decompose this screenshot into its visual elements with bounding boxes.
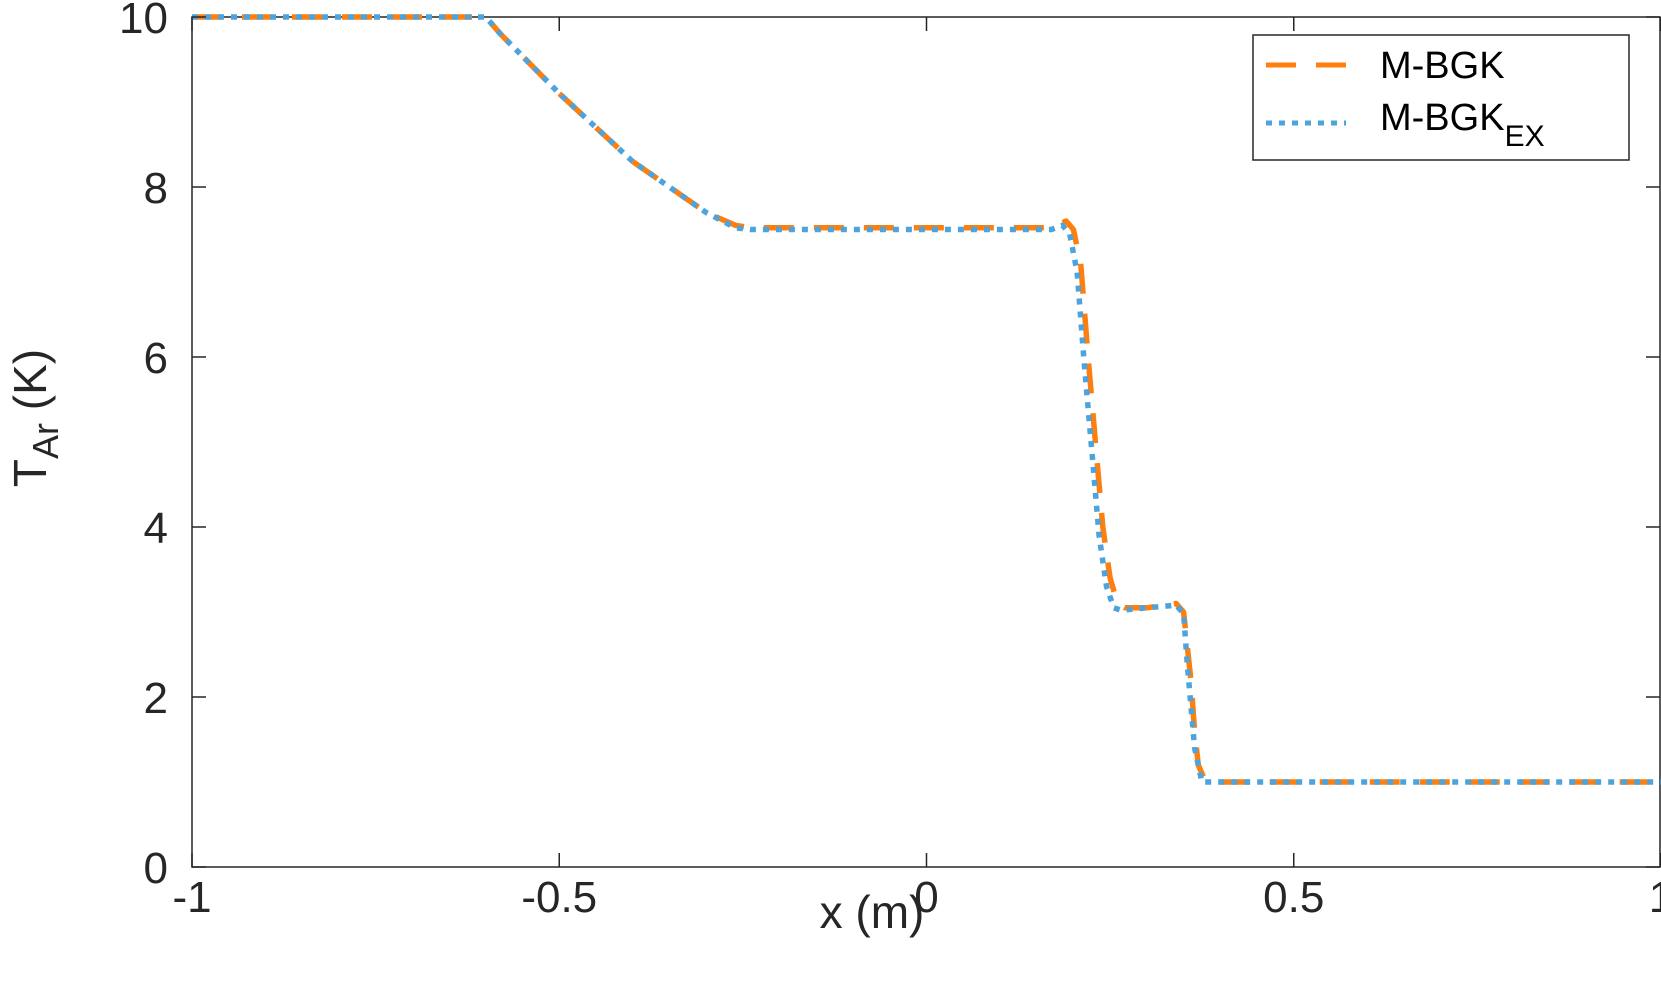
series-layer	[192, 14, 1661, 785]
y-tick-label: 10	[119, 0, 168, 43]
legend-box	[1252, 34, 1630, 161]
x-axis-label: x (m)	[820, 886, 925, 938]
legend-label-m-bgk-ex-text: M-BGK	[1380, 97, 1505, 139]
y-tick-label: 6	[144, 334, 168, 383]
y-axis-label-unit: (K)	[4, 349, 56, 423]
x-tick-label: -1	[172, 873, 211, 922]
y-axis-label: TAr (K)	[4, 349, 66, 487]
x-tick-label: 0	[914, 873, 938, 922]
y-axis-label-sub: Ar	[25, 423, 66, 459]
legend: M-BGK M-BGKEX	[1252, 34, 1630, 161]
y-tick-label: 8	[144, 164, 168, 213]
legend-label-m-bgk-text: M-BGK	[1380, 45, 1505, 87]
legend-label-m-bgk-ex: M-BGKEX	[1380, 97, 1545, 153]
y-axis-label-main: T	[4, 459, 56, 487]
y-tick-label: 4	[144, 504, 168, 553]
legend-label-m-bgk-ex-sub: EX	[1505, 120, 1545, 153]
ticks-layer: -1-0.500.510246810	[119, 0, 1661, 922]
legend-label-m-bgk: M-BGK	[1380, 45, 1505, 87]
series-line-m-bgk-ex	[192, 14, 1661, 785]
y-tick-label: 0	[144, 844, 168, 893]
x-tick-label: 0.5	[1263, 873, 1324, 922]
x-tick-label: -0.5	[521, 873, 597, 922]
y-tick-label: 2	[144, 674, 168, 723]
x-tick-label: 1	[1649, 873, 1661, 922]
